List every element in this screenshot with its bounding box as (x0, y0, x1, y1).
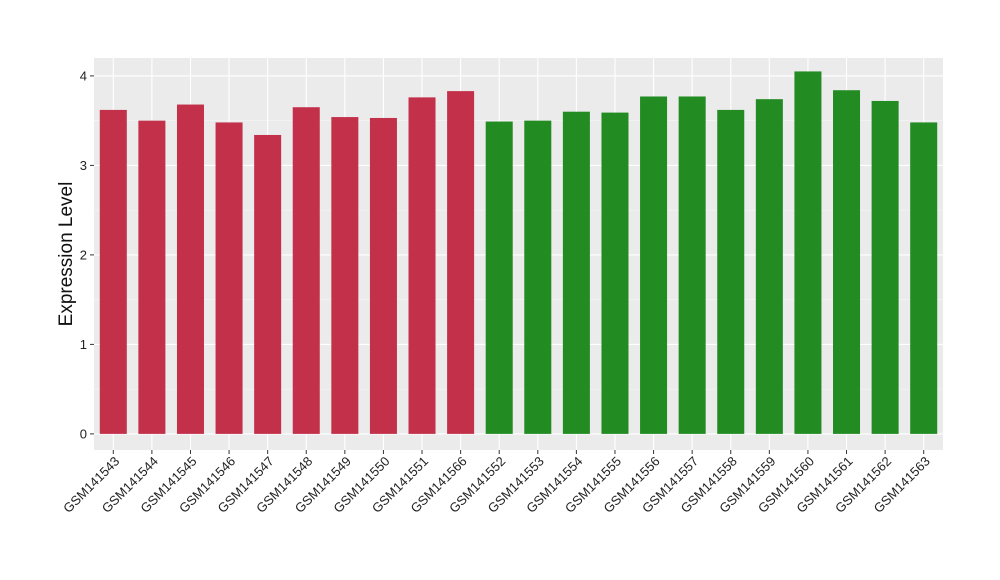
bar-GSM141563 (910, 122, 938, 434)
bar-GSM141556 (640, 96, 668, 434)
bar-GSM141557 (678, 96, 706, 434)
bar-GSM141551 (408, 97, 436, 434)
bar-GSM141562 (871, 100, 899, 434)
bar-GSM141566 (447, 91, 475, 434)
bar-GSM141545 (176, 104, 204, 434)
bar-GSM141547 (254, 134, 282, 434)
bar-GSM141550 (369, 117, 397, 434)
y-tick-label: 0 (80, 426, 87, 441)
y-tick-label: 3 (80, 158, 87, 173)
bar-GSM141555 (601, 112, 629, 434)
y-tick-label: 4 (80, 68, 87, 83)
bar-GSM141559 (755, 99, 783, 434)
y-axis-title: Expression Level (56, 182, 77, 327)
bar-GSM141561 (833, 90, 861, 434)
bar-GSM141552 (485, 121, 513, 434)
x-axis: GSM141543GSM141544GSM141545GSM141546GSM1… (60, 450, 933, 516)
y-axis: 0 1 2 3 4 (80, 68, 94, 441)
y-tick-label: 2 (80, 247, 87, 262)
bar-GSM141553 (524, 120, 552, 434)
bar-GSM141558 (717, 109, 745, 434)
bar-GSM141544 (138, 120, 166, 434)
bar-GSM141554 (562, 111, 590, 434)
bar-GSM141549 (331, 117, 359, 434)
y-tick-label: 1 (80, 337, 87, 352)
bar-GSM141546 (215, 122, 243, 434)
bar-GSM141543 (99, 109, 127, 434)
bars (99, 71, 938, 434)
bar-GSM141560 (794, 71, 822, 434)
bar-GSM141548 (292, 107, 320, 434)
